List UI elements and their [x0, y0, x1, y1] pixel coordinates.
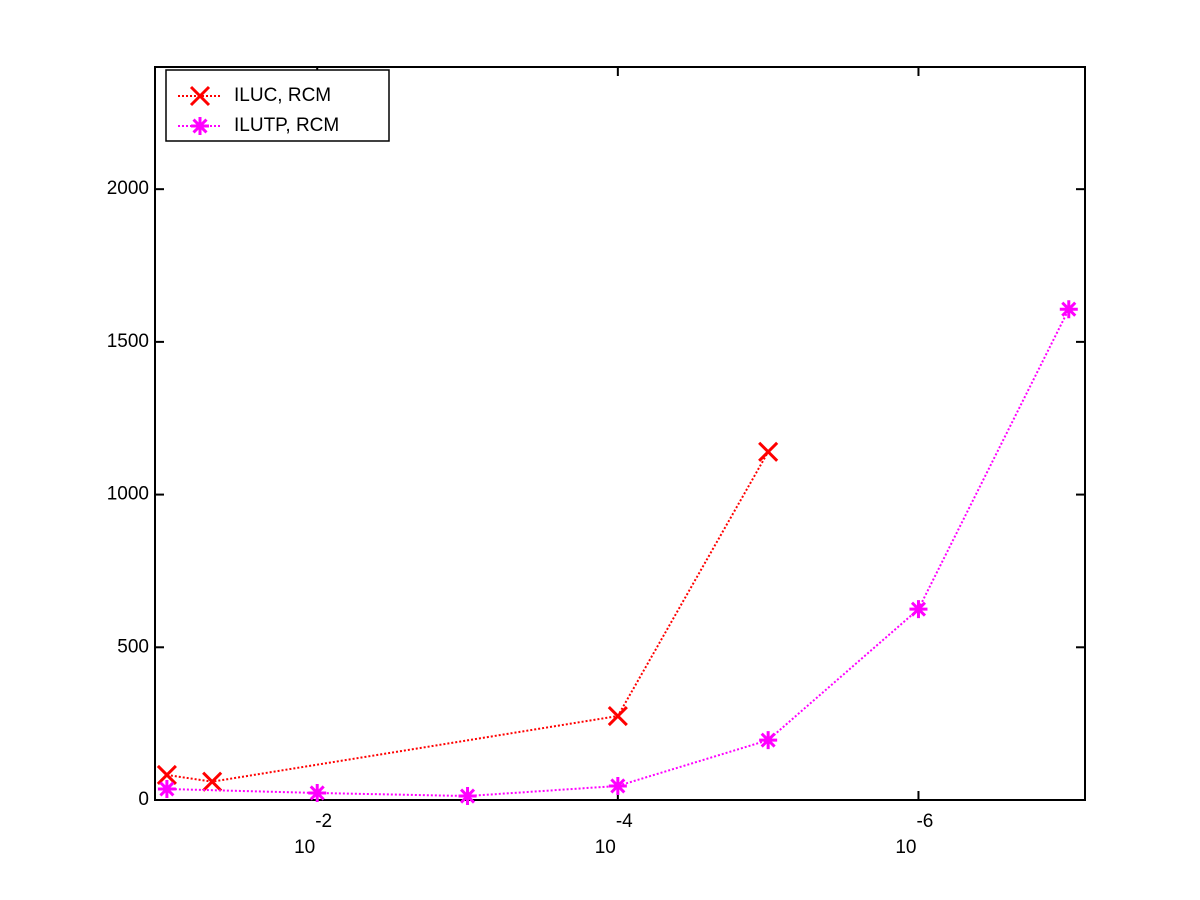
x-tick-exponent: -2 — [315, 811, 332, 832]
legend-marker — [191, 117, 209, 135]
series-line — [166, 451, 770, 783]
x-tick-label: 10 — [595, 837, 616, 858]
y-tick-label: 0 — [138, 789, 149, 810]
x-tick-exponent: -4 — [616, 811, 633, 832]
y-tick-label: 1000 — [107, 484, 149, 505]
marker — [909, 600, 928, 619]
legend-label: ILUC, RCM — [234, 85, 331, 106]
legend-marker — [189, 85, 211, 107]
marker — [308, 783, 327, 802]
marker — [458, 787, 477, 806]
y-tick-label: 500 — [117, 636, 149, 657]
marker — [608, 776, 627, 795]
marker — [1059, 300, 1078, 319]
marker — [607, 705, 628, 727]
axes-frame — [154, 66, 1086, 801]
legend-label: ILUTP, RCM — [234, 115, 339, 136]
marker — [759, 731, 778, 750]
x-tick-label: 10 — [895, 837, 916, 858]
x-tick-label: 10 — [294, 837, 315, 858]
marker — [156, 764, 177, 786]
marker — [758, 441, 779, 462]
y-tick-label: 2000 — [107, 178, 149, 199]
y-tick-label: 1500 — [107, 331, 149, 352]
x-tick-exponent: -6 — [916, 811, 933, 832]
marker — [157, 780, 176, 799]
marker — [202, 771, 223, 792]
